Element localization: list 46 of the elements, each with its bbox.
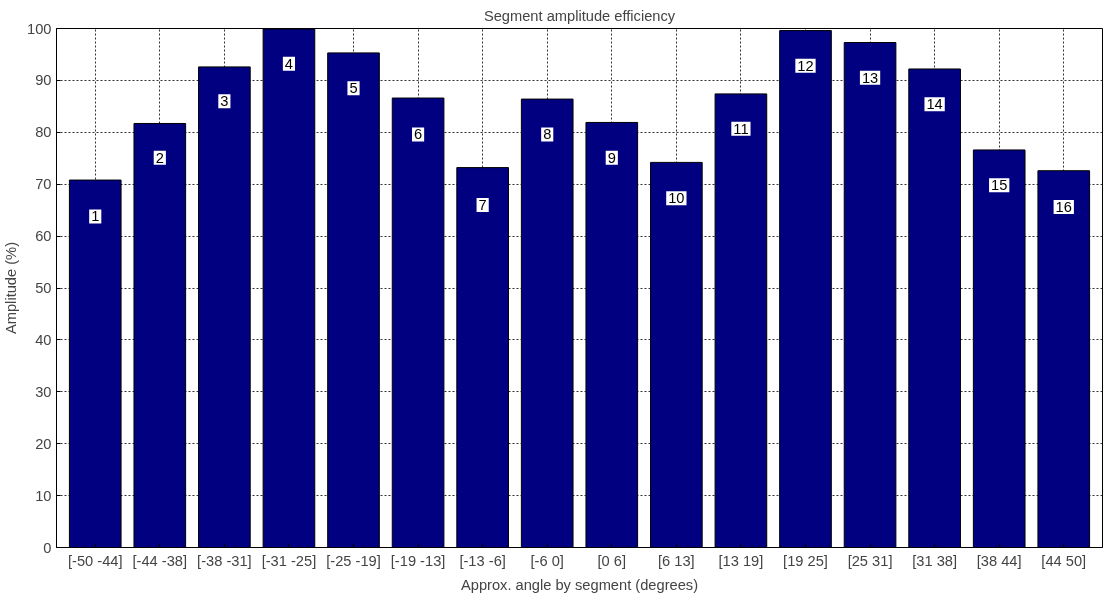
y-tick-label: 100 — [27, 20, 52, 37]
x-tick-label: [38 44] — [976, 552, 1022, 569]
annotation: 8 — [543, 126, 552, 143]
x-tick-label: [-19 -13] — [390, 552, 446, 569]
x-tick-label: [-6 0] — [530, 552, 564, 569]
x-tick-label: [13 19] — [718, 552, 764, 569]
annotation: 15 — [991, 177, 1008, 194]
annotation: 16 — [1055, 199, 1072, 216]
y-tick-label: 80 — [35, 124, 52, 141]
chart-title: Segment amplitude efficiency — [483, 7, 676, 24]
x-tick-label: [6 13] — [658, 552, 695, 569]
y-axis-title: Amplitude (%) — [3, 241, 20, 335]
annotation: 4 — [284, 55, 294, 72]
x-axis-title: Approx. angle by segment (degrees) — [460, 576, 699, 593]
annotation: 10 — [668, 190, 685, 207]
annotation: 13 — [861, 69, 879, 86]
x-tick-label: [-50 -44] — [67, 552, 123, 569]
annotation: 1 — [91, 208, 100, 225]
annotation: 14 — [926, 96, 943, 113]
x-tick-label: [19 25] — [783, 552, 828, 569]
y-tick-label: 60 — [35, 228, 52, 245]
y-tick-label: 90 — [35, 72, 52, 89]
y-tick-label: 20 — [35, 435, 52, 452]
y-tick-label: 10 — [35, 487, 52, 504]
x-tick-label: [-13 -6] — [459, 552, 506, 569]
x-tick-label: [-31 -25] — [261, 552, 317, 569]
annotation: 2 — [155, 149, 164, 166]
y-tick-label: 50 — [35, 280, 52, 296]
x-tick-label: [44 50] — [1041, 552, 1087, 569]
annotation: 9 — [607, 149, 616, 166]
annotation: 6 — [414, 126, 423, 143]
annotation: 12 — [797, 57, 814, 74]
x-tick-label: [-38 -31] — [197, 552, 252, 569]
x-tick-label: [-44 -38] — [132, 552, 188, 569]
y-tick-label: 70 — [35, 176, 52, 193]
annotation: 3 — [220, 93, 229, 110]
x-tick-label: [31 38] — [912, 552, 958, 569]
x-tick-label: [-25 -19] — [326, 552, 381, 569]
y-tick-label: 40 — [35, 331, 52, 348]
annotation: 11 — [733, 120, 749, 137]
x-tick-label: [25 31] — [847, 552, 893, 569]
y-tick-label: 0 — [43, 539, 52, 556]
x-tick-label: [0 6] — [597, 552, 627, 569]
annotation: 5 — [349, 80, 358, 97]
annotation: 7 — [478, 196, 487, 213]
y-tick-label: 30 — [35, 383, 52, 400]
